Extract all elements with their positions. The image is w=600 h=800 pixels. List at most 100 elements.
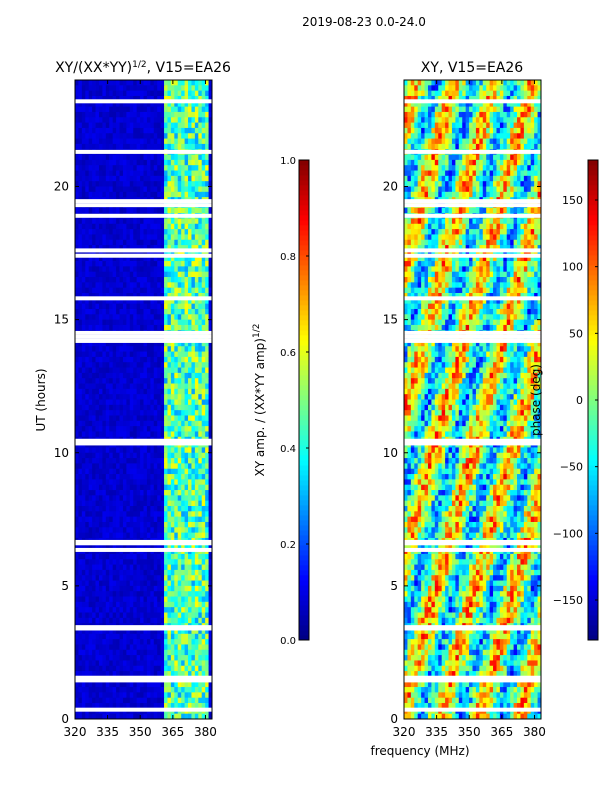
heatmap-cell: [160, 511, 165, 518]
heatmap-cell: [170, 351, 175, 358]
heatmap-cell: [170, 564, 175, 571]
heatmap-cell: [164, 612, 168, 619]
heatmap-cell: [177, 234, 182, 241]
heatmap-cell: [126, 474, 131, 480]
heatmap-cell: [170, 591, 175, 597]
heatmap-cell: [177, 591, 182, 597]
heatmap-cell: [177, 186, 182, 193]
heatmap-cell: [146, 303, 151, 310]
heatmap-cell: [92, 532, 96, 539]
heatmap-cell: [78, 479, 83, 486]
heatmap-cell: [184, 490, 189, 496]
heatmap-cell: [116, 410, 120, 416]
heatmap-cell: [150, 218, 155, 225]
heatmap-cell: [184, 692, 189, 699]
heatmap-cell: [143, 255, 148, 262]
heatmap-cell: [126, 516, 131, 523]
heatmap-cell: [105, 639, 110, 645]
heatmap-cell: [143, 106, 148, 113]
heatmap-cell: [188, 319, 192, 326]
heatmap-cell: [140, 415, 144, 422]
heatmap-cell: [129, 591, 134, 597]
heatmap-cell: [122, 85, 127, 92]
heatmap-cell: [181, 207, 185, 214]
heatmap-cell: [201, 101, 206, 108]
heatmap-cell: [81, 431, 86, 438]
heatmap-cell: [208, 553, 213, 560]
heatmap-cell: [129, 580, 134, 587]
heatmap-cell: [150, 681, 155, 688]
heatmap-cell: [105, 612, 110, 619]
heatmap-cell: [188, 591, 192, 597]
heatmap-cell: [126, 490, 131, 496]
heatmap-cell: [122, 490, 127, 496]
heatmap-cell: [105, 239, 110, 246]
heatmap-cell: [150, 122, 155, 129]
colorbar-segment: [299, 230, 309, 236]
heatmap-cell: [119, 399, 124, 406]
heatmap-cell: [122, 372, 127, 379]
heatmap-cell: [170, 277, 175, 283]
heatmap-cell: [184, 452, 189, 459]
heatmap-cell: [102, 250, 107, 257]
heatmap-cell: [143, 308, 148, 315]
heatmap-cell: [191, 245, 196, 251]
heatmap-cell: [153, 617, 158, 624]
heatmap-cell: [122, 250, 127, 257]
heatmap-cell: [157, 239, 162, 246]
heatmap-cell: [174, 133, 179, 139]
heatmap-cell: [146, 697, 151, 704]
heatmap-cell: [160, 90, 165, 97]
heatmap-cell: [157, 106, 162, 113]
heatmap-cell: [112, 308, 117, 315]
heatmap-cell: [85, 463, 90, 470]
heatmap-cell: [95, 250, 100, 257]
heatmap-cell: [150, 447, 155, 454]
heatmap-cell: [205, 468, 209, 475]
heatmap-cell: [170, 340, 175, 347]
heatmap-cell: [140, 591, 144, 597]
heatmap-cell: [164, 490, 168, 496]
heatmap-cell: [92, 665, 96, 672]
heatmap-cell: [208, 479, 213, 486]
heatmap-cell: [170, 404, 175, 411]
heatmap-cell: [88, 671, 93, 677]
heatmap-cell: [191, 340, 196, 347]
heatmap-cell: [153, 564, 158, 571]
heatmap-cell: [208, 250, 213, 257]
heatmap-cell: [75, 543, 79, 550]
heatmap-cell: [177, 628, 182, 635]
heatmap-cell: [92, 277, 96, 283]
heatmap-cell: [116, 681, 120, 688]
heatmap-cell: [205, 596, 209, 603]
heatmap-cell: [133, 596, 138, 603]
heatmap-cell: [191, 175, 196, 182]
heatmap-cell: [126, 282, 131, 289]
heatmap-cell: [119, 111, 124, 118]
heatmap-cell: [157, 101, 162, 108]
flagged-gap: [75, 199, 212, 204]
heatmap-cell: [205, 388, 209, 395]
heatmap-cell: [75, 319, 79, 326]
heatmap-cell: [98, 500, 103, 507]
heatmap-cell: [157, 127, 162, 134]
heatmap-cell: [167, 521, 172, 528]
heatmap-cell: [75, 703, 79, 709]
heatmap-cell: [116, 506, 120, 512]
heatmap-cell: [78, 655, 83, 661]
heatmap-cell: [105, 591, 110, 597]
heatmap-cell: [153, 351, 158, 358]
heatmap-cell: [102, 665, 107, 672]
heatmap-cell: [150, 569, 155, 576]
heatmap-cell: [194, 404, 199, 411]
heatmap-cell: [98, 239, 103, 246]
heatmap-cell: [167, 181, 172, 187]
heatmap-cell: [181, 367, 185, 374]
heatmap-cell: [157, 532, 162, 539]
heatmap-cell: [109, 117, 114, 124]
heatmap-cell: [92, 282, 96, 289]
heatmap-cell: [78, 277, 83, 283]
heatmap-cell: [146, 191, 151, 198]
heatmap-cell: [140, 191, 144, 198]
heatmap-cell: [129, 388, 134, 395]
